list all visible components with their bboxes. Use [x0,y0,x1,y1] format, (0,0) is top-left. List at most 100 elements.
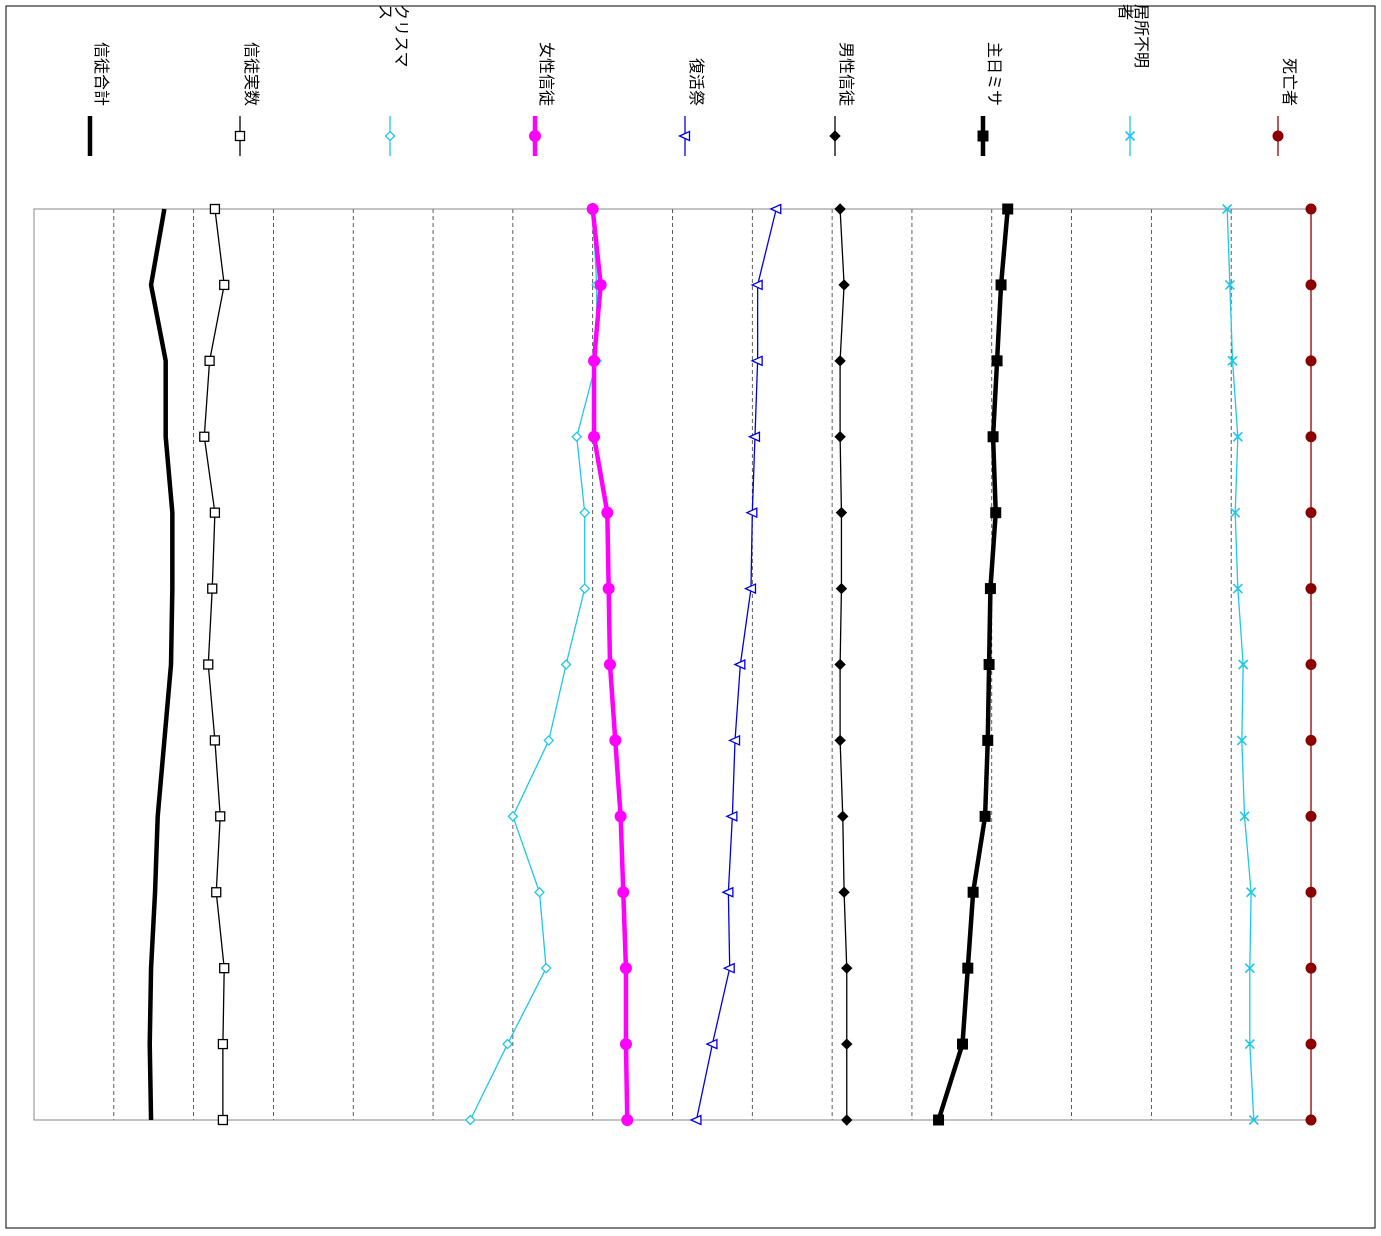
series-group [147,203,1317,1126]
data-point [1305,886,1317,898]
data-point [967,886,979,898]
data-point [727,734,741,746]
data-point [209,735,221,746]
data-point [1246,887,1257,898]
data-point [1002,203,1014,215]
data-point [1305,355,1317,367]
data-point [705,1038,718,1050]
data-point [990,507,1002,519]
data-point [987,431,999,443]
data-point [838,886,850,898]
legend-item: 主日ミサ [977,42,1004,156]
data-point [619,1038,632,1051]
data-point [750,355,763,367]
data-point [588,354,601,367]
legend-item: 死亡者 [1272,58,1299,156]
data-point [733,658,746,671]
data-point [1224,279,1235,290]
data-point [571,431,583,443]
legend-item: 居所不明者 [1116,4,1151,156]
legend-item: 女性信徒 [529,42,556,156]
data-point [586,203,599,215]
data-point [1305,1038,1317,1050]
data-point [1305,507,1317,519]
data-point [838,279,850,291]
data-point [1124,130,1136,142]
data-point [507,810,519,822]
series-5 [689,203,782,1126]
series-6 [834,203,853,1126]
data-point [215,811,226,822]
data-point [384,130,396,142]
data-point [1238,659,1249,670]
data-point [1239,811,1250,822]
data-point [1236,735,1247,746]
legend-label: 信徒実数 [242,42,261,106]
series-1 [147,208,175,1121]
legend-item: 信徒実数 [234,42,261,156]
data-point [1305,659,1317,670]
data-point [991,355,1003,367]
series-2 [199,203,230,1126]
series-8 [1222,203,1259,1126]
data-point [1232,583,1243,594]
data-point [601,506,614,519]
data-point [977,130,989,142]
data-point [464,1114,476,1126]
data-point [689,1114,702,1126]
data-point [837,810,849,823]
data-point [835,582,848,595]
legend-label: 死亡者 [1280,58,1299,106]
series-9 [1305,203,1317,1126]
data-point [1230,507,1241,518]
data-point [1305,962,1317,974]
data-point [211,887,222,898]
data-point [614,810,627,823]
chart-frame [5,5,1376,1229]
data-point [834,355,846,367]
data-point [747,431,761,443]
data-point [1227,355,1238,366]
data-point [956,1038,968,1050]
data-point [1305,279,1317,291]
data-point [834,658,846,671]
legend-label: 信徒合計 [92,42,111,106]
data-point [199,431,210,442]
legend-item: クリスマス [376,4,411,156]
data-point [841,1038,853,1050]
data-point [1232,431,1243,442]
series-line [147,208,175,1121]
legend-label: クリスマス [376,4,411,68]
data-point [1244,963,1255,974]
data-point [219,963,230,974]
legend-label: 男性信徒 [837,42,856,106]
series-4 [586,203,634,1126]
data-point [962,962,974,974]
data-point [217,1114,229,1126]
data-point [841,1114,853,1126]
data-point [722,962,735,974]
data-point [1305,734,1317,746]
data-point [579,583,591,595]
data-point [617,886,630,899]
data-point [609,734,622,747]
data-point [588,430,601,443]
data-point [209,203,221,215]
data-point [769,203,782,215]
data-point [1248,1114,1259,1126]
data-point [721,886,734,898]
data-point [677,130,691,142]
data-point [204,355,215,366]
data-point [745,507,758,519]
data-point [1272,130,1284,142]
data-point [933,1114,945,1126]
data-point [834,203,846,215]
data-point [619,962,632,975]
data-point [534,886,545,898]
data-point [979,810,991,822]
legend-item: 復活祭 [677,58,706,156]
legend-label: 居所不明者 [1116,4,1151,68]
data-point [1305,431,1317,443]
